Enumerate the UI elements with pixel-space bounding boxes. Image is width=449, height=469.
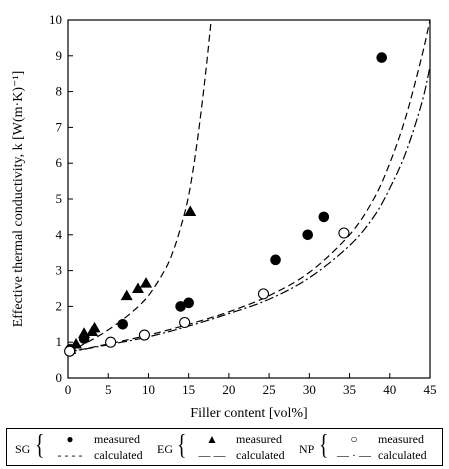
legend-label-measured: measured	[236, 432, 282, 446]
y-tick-label: 9	[56, 48, 63, 63]
np-measured-point	[338, 227, 350, 239]
x-axis: 0 5 10 15 20 25 30 35 40 45	[65, 373, 437, 397]
legend-brace-icon: {	[319, 430, 329, 461]
eg-measured-point	[88, 321, 101, 333]
y-tick-label: 8	[56, 84, 63, 99]
legend-row-calculated: - - - - calculated	[49, 448, 143, 463]
y-tick-label: 0	[56, 370, 63, 385]
legend-label-calculated: calculated	[378, 448, 427, 462]
np-measured-point	[138, 329, 150, 341]
x-tick-label: 5	[105, 382, 112, 397]
legend-row-measured: ▲ measured	[191, 432, 282, 447]
sg-measured-point	[270, 254, 281, 266]
legend: SG { ● measured - - - - calculated EG { …	[6, 428, 443, 466]
legend-label-measured: measured	[378, 432, 424, 446]
sg-measured-point	[302, 229, 314, 241]
dashed-line-icon: - - - -	[57, 448, 83, 462]
eg-measured-point	[120, 289, 133, 301]
x-axis-label: Filler content [vol%]	[190, 406, 307, 421]
x-tick-label: 25	[263, 382, 276, 397]
sg-measured-point	[376, 52, 388, 63]
legend-label-calculated: calculated	[94, 448, 143, 462]
np-measured-point	[64, 345, 76, 357]
np-calculated-curve	[68, 66, 430, 353]
y-tick-label: 7	[56, 119, 63, 134]
filled-triangle-icon: ▲	[206, 432, 218, 446]
sg-calculated-curve	[68, 20, 430, 353]
np-measured-point	[179, 316, 191, 329]
eg-measured-point	[70, 337, 83, 349]
sg-measured-point	[183, 297, 194, 309]
sg-measured-point	[117, 319, 129, 330]
legend-group-np: NP { ○ measured — · — calculated	[299, 429, 439, 465]
legend-abbr-eg: EG	[157, 442, 173, 456]
legend-label-calculated: calculated	[236, 448, 285, 462]
open-circle-icon: ○	[350, 432, 358, 446]
measured-points	[64, 52, 388, 357]
y-tick-label: 5	[56, 191, 63, 206]
y-tick-label: 2	[56, 298, 63, 313]
x-tick-label: 15	[182, 382, 195, 397]
x-tick-label: 30	[303, 382, 316, 397]
x-tick-label: 35	[343, 382, 356, 397]
legend-label-measured: measured	[94, 432, 140, 446]
y-tick-label: 4	[56, 227, 63, 242]
eg-measured-point	[140, 277, 153, 288]
y-axis-label: Effective thermal conductivity, k [W(m·K…	[11, 71, 26, 328]
eg-measured-point	[184, 205, 197, 217]
legend-abbr-sg: SG	[15, 442, 31, 456]
legend-brace-icon: {	[177, 430, 187, 461]
y-tick-label: 3	[56, 263, 63, 278]
long-dash-line-icon: — —	[198, 448, 226, 462]
y-axis: 0 1 2 3 4 5 6 7 8 9 10	[49, 12, 73, 385]
x-tick-label: 0	[65, 382, 72, 397]
calculated-curves	[68, 20, 430, 353]
legend-abbr-np: NP	[299, 442, 315, 456]
x-tick-label: 10	[142, 382, 155, 397]
legend-group-eg: EG { ▲ measured — — calculated	[157, 429, 297, 465]
legend-row-calculated: — — calculated	[191, 448, 285, 463]
legend-row-calculated: — · — calculated	[333, 448, 427, 463]
eg-measured-point	[131, 282, 144, 293]
dash-dot-line-icon: — · —	[337, 448, 371, 462]
filled-circle-icon: ●	[66, 432, 74, 446]
np-measured-point	[105, 336, 117, 348]
x-tick-label: 45	[424, 382, 437, 397]
sg-measured-point	[318, 211, 330, 223]
sg-measured-point	[175, 301, 186, 312]
x-tick-label: 40	[383, 382, 396, 397]
legend-group-sg: SG { ● measured - - - - calculated	[15, 429, 155, 465]
y-tick-label: 6	[56, 155, 63, 170]
legend-row-measured: ● measured	[49, 432, 140, 447]
y-tick-label: 10	[49, 12, 62, 27]
legend-row-measured: ○ measured	[333, 432, 424, 447]
np-measured-point	[257, 288, 270, 300]
y-tick-label: 1	[56, 334, 63, 349]
eg-calculated-curve	[68, 20, 212, 353]
x-tick-label: 20	[222, 382, 235, 397]
legend-brace-icon: {	[35, 430, 45, 461]
